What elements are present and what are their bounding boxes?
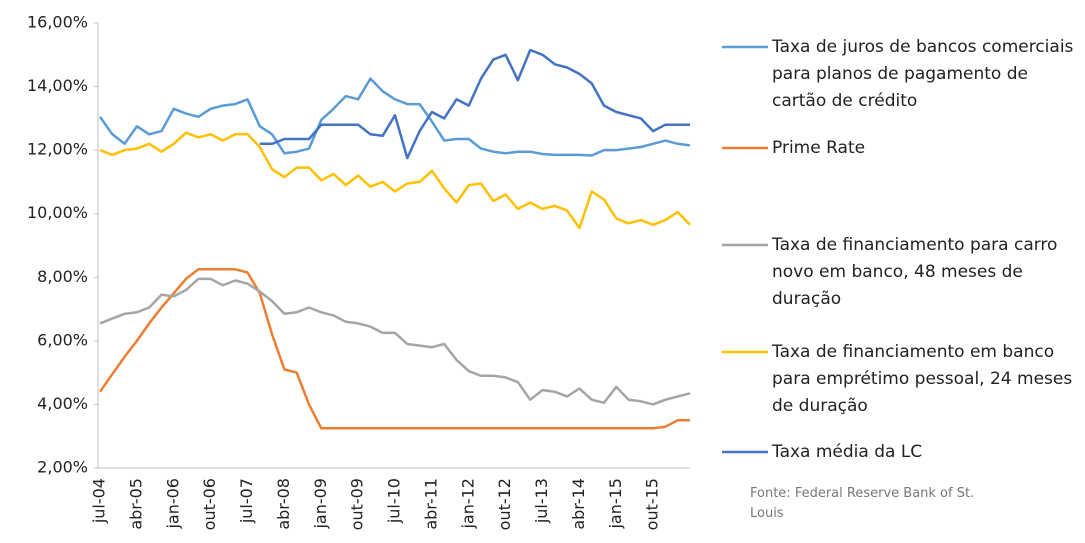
source-note: Fonte: Federal Reserve Bank of St. Louis [750,486,975,521]
x-tick-label: jul-04 [90,478,109,524]
y-tick-label: 12,00% [27,140,88,159]
series-line [259,48,690,160]
x-tick-label: jul-13 [532,478,551,524]
x-tick-label: jan-12 [458,478,477,530]
legend-label: Taxa de financiamento para carro novo em… [772,235,1058,309]
x-tick-label: jul-07 [237,478,256,524]
series-line [99,277,691,406]
x-tick-label: out-09 [348,478,367,530]
y-tick-label: 2,00% [37,458,88,477]
series-line [98,268,690,430]
y-tick-label: 4,00% [37,394,88,413]
y-tick-label: 8,00% [37,267,88,286]
legend-label: Taxa média da LC [772,442,923,462]
legend-label: Taxa de financiamento em banco para empr… [772,342,1073,416]
x-tick-label: out-06 [200,478,219,530]
x-tick-label: jul-10 [385,478,404,524]
y-tick-label: 16,00% [27,13,88,32]
y-tick-label: 14,00% [27,76,88,95]
legend-label: Taxa de juros de bancos comerciais para … [772,37,1074,111]
series-line [98,77,691,157]
x-tick-label: jan-06 [163,478,182,530]
x-tick-label: abr-14 [569,478,588,530]
x-tick-label: jan-15 [606,478,625,530]
x-tick-label: abr-11 [421,478,440,530]
x-tick-label: out-15 [643,478,662,530]
x-tick-label: abr-08 [274,478,293,530]
x-tick-label: out-12 [495,478,514,530]
x-tick-label: abr-05 [126,478,145,530]
y-tick-label: 6,00% [37,330,88,349]
x-tick-label: jan-09 [311,478,330,530]
y-tick-label: 10,00% [27,203,88,222]
legend-label: Prime Rate [772,138,866,158]
series-line [99,131,691,230]
